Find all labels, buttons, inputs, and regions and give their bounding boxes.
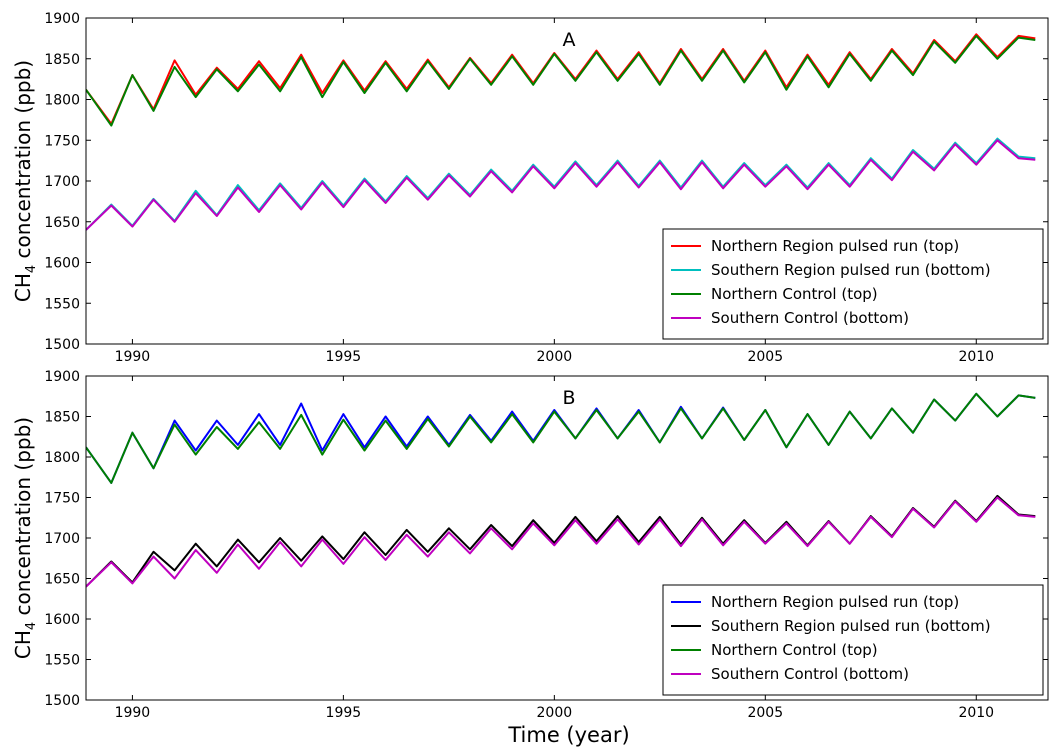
panel-label: B: [562, 387, 575, 409]
y-tick-label: 1750: [44, 491, 80, 507]
series-lines: [86, 392, 1036, 588]
series-line-2: [86, 34, 1036, 127]
x-tick-label: 2010: [958, 705, 994, 721]
panel-label: A: [563, 29, 576, 51]
y-tick-label: 1650: [44, 215, 80, 231]
y-tick-label: 1800: [44, 450, 80, 466]
chart-panel-a: 1990 1995 2000 2005 2010 1500 1550 1600 1650 1700…: [11, 11, 1049, 365]
y-tick-label: 1800: [44, 93, 80, 109]
series-lines: [86, 33, 1036, 231]
y-tick-label: 1600: [44, 256, 80, 272]
y-tick-label: 1750: [44, 133, 80, 149]
legend-label-0: Northern Region pulsed run (top): [711, 237, 959, 255]
x-tick-label: 1995: [326, 705, 362, 721]
legend-box: [662, 584, 1044, 696]
legend-label-1: Southern Region pulsed run (bottom): [711, 261, 991, 279]
x-tick-label: 1995: [326, 349, 362, 365]
series-line-3: [86, 496, 1036, 588]
y-tick-label: 1900: [44, 11, 80, 27]
y-tick-label: 1850: [44, 52, 80, 68]
x-tick-label: 2005: [747, 705, 783, 721]
y-tick-label: 1650: [44, 572, 80, 588]
series-line-1: [86, 494, 1036, 588]
legend-label-0: Northern Region pulsed run (top): [711, 593, 959, 611]
y-tick-label: 1600: [44, 612, 80, 628]
y-tick-label: 1500: [44, 337, 80, 353]
y-tick-label: 1550: [44, 296, 80, 312]
y-axis-label: CH4 concentration (ppb): [11, 417, 39, 659]
series-line-3: [86, 139, 1036, 231]
legend: Northern Region pulsed run (top) Southern…: [662, 228, 1044, 340]
legend-label-3: Southern Control (bottom): [711, 665, 909, 683]
legend: Northern Region pulsed run (top) Southern…: [662, 584, 1044, 696]
y-tick-label: 1850: [44, 410, 80, 426]
chart-panel-b: 1990 1995 2000 2005 2010 1500 1550 1600 1650 1700…: [11, 369, 1049, 721]
x-tick-label: 2010: [958, 349, 994, 365]
legend-box: [662, 228, 1044, 340]
y-tick-label: 1900: [44, 369, 80, 385]
y-tick-label: 1550: [44, 653, 80, 669]
x-tick-label: 2000: [537, 349, 573, 365]
x-tick-label: 2005: [747, 349, 783, 365]
y-tick-label: 1500: [44, 693, 80, 709]
legend-label-3: Southern Control (bottom): [711, 309, 909, 327]
y-axis-label: CH4 concentration (ppb): [11, 60, 39, 302]
x-tick-label: 1990: [115, 349, 151, 365]
y-tick-label: 1700: [44, 174, 80, 190]
series-line-1: [86, 137, 1036, 231]
series-line-0: [86, 33, 1036, 125]
legend-label-2: Northern Control (top): [711, 285, 878, 303]
series-line-2: [86, 392, 1036, 484]
legend-label-1: Southern Region pulsed run (bottom): [711, 617, 991, 635]
x-tick-label: 1990: [115, 705, 151, 721]
legend-label-2: Northern Control (top): [711, 641, 878, 659]
y-tick-label: 1700: [44, 531, 80, 547]
x-tick-label: 2000: [537, 705, 573, 721]
